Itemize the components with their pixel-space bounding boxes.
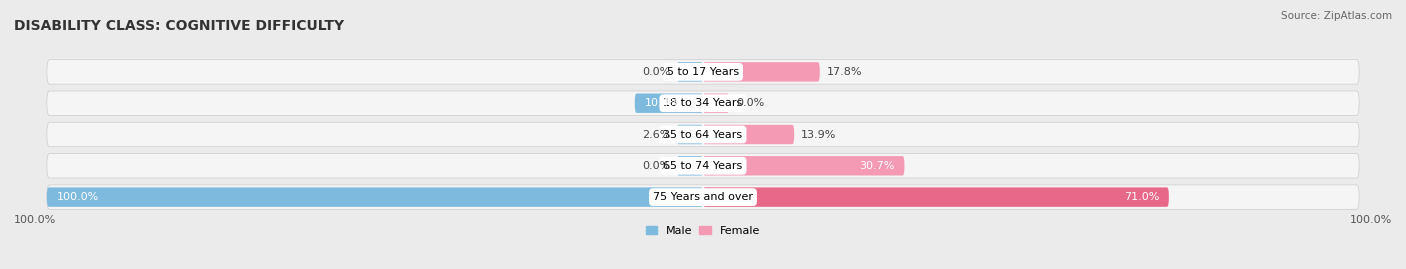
FancyBboxPatch shape	[676, 125, 703, 144]
Text: 65 to 74 Years: 65 to 74 Years	[664, 161, 742, 171]
Text: 0.0%: 0.0%	[643, 67, 671, 77]
Text: 75 Years and over: 75 Years and over	[652, 192, 754, 202]
Text: 17.8%: 17.8%	[827, 67, 862, 77]
Text: 30.7%: 30.7%	[859, 161, 894, 171]
Text: 13.9%: 13.9%	[801, 129, 837, 140]
FancyBboxPatch shape	[46, 122, 1360, 147]
FancyBboxPatch shape	[703, 125, 794, 144]
FancyBboxPatch shape	[46, 60, 1360, 84]
Text: 2.6%: 2.6%	[641, 129, 671, 140]
Text: 71.0%: 71.0%	[1123, 192, 1159, 202]
FancyBboxPatch shape	[46, 91, 1360, 115]
FancyBboxPatch shape	[703, 187, 1168, 207]
FancyBboxPatch shape	[703, 94, 730, 113]
Text: 0.0%: 0.0%	[643, 161, 671, 171]
FancyBboxPatch shape	[703, 156, 904, 175]
Text: 0.0%: 0.0%	[735, 98, 763, 108]
Text: DISABILITY CLASS: COGNITIVE DIFFICULTY: DISABILITY CLASS: COGNITIVE DIFFICULTY	[14, 19, 344, 33]
FancyBboxPatch shape	[676, 156, 703, 175]
FancyBboxPatch shape	[46, 185, 1360, 209]
Text: 10.4%: 10.4%	[644, 98, 681, 108]
FancyBboxPatch shape	[46, 187, 703, 207]
Text: 100.0%: 100.0%	[14, 215, 56, 225]
Legend: Male, Female: Male, Female	[647, 226, 759, 236]
FancyBboxPatch shape	[703, 62, 820, 82]
Text: 5 to 17 Years: 5 to 17 Years	[666, 67, 740, 77]
Text: 100.0%: 100.0%	[56, 192, 98, 202]
Text: 100.0%: 100.0%	[1350, 215, 1392, 225]
Text: Source: ZipAtlas.com: Source: ZipAtlas.com	[1281, 11, 1392, 21]
FancyBboxPatch shape	[676, 62, 703, 82]
Text: 18 to 34 Years: 18 to 34 Years	[664, 98, 742, 108]
FancyBboxPatch shape	[634, 94, 703, 113]
FancyBboxPatch shape	[46, 154, 1360, 178]
Text: 35 to 64 Years: 35 to 64 Years	[664, 129, 742, 140]
